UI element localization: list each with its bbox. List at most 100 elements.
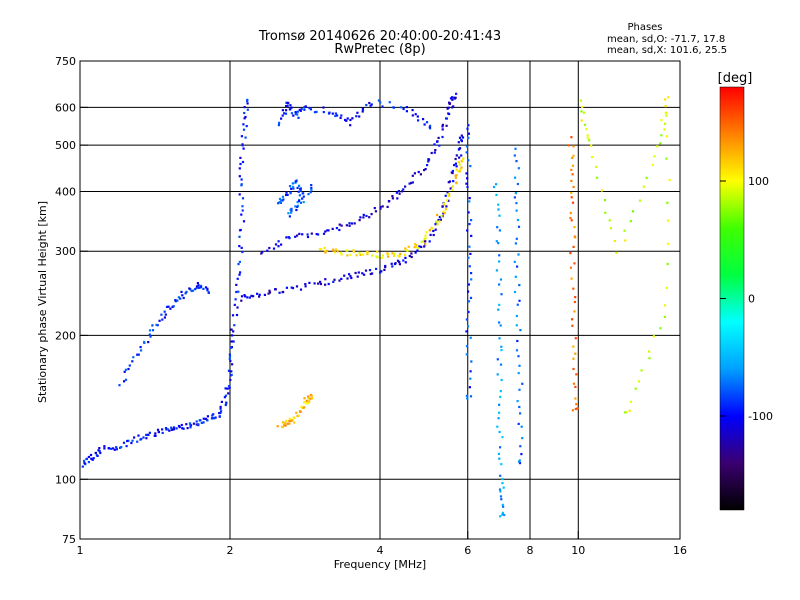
data-point — [219, 411, 222, 414]
data-point — [572, 357, 575, 360]
data-point — [224, 394, 227, 397]
data-point — [569, 252, 572, 255]
data-point — [518, 405, 521, 409]
data-point — [306, 235, 310, 239]
data-point — [296, 113, 299, 116]
data-point — [190, 289, 193, 293]
data-point — [624, 239, 627, 242]
data-point — [272, 247, 276, 250]
data-point — [380, 270, 383, 273]
data-point — [443, 211, 446, 215]
data-point — [263, 293, 266, 296]
data-point — [301, 407, 304, 410]
data-point — [296, 110, 299, 113]
data-point — [294, 181, 297, 184]
data-point — [515, 349, 519, 352]
data-point — [365, 103, 368, 107]
data-point — [664, 105, 667, 108]
data-point — [379, 101, 382, 104]
data-point — [466, 127, 469, 130]
data-point — [324, 250, 327, 253]
data-point — [501, 482, 504, 485]
data-point — [357, 271, 360, 274]
data-point — [123, 370, 126, 373]
data-point — [513, 196, 516, 199]
data-point — [458, 156, 461, 159]
grid-lines — [80, 61, 680, 539]
data-point — [447, 112, 450, 115]
data-point — [466, 177, 469, 180]
data-point — [140, 349, 143, 352]
data-point — [307, 397, 310, 400]
data-point — [397, 254, 400, 257]
data-point — [223, 396, 226, 399]
data-point — [465, 353, 468, 356]
data-point — [500, 349, 503, 352]
data-point — [174, 299, 177, 302]
data-point — [324, 283, 327, 286]
data-point — [339, 116, 342, 119]
data-point — [346, 277, 349, 280]
data-point — [518, 388, 521, 391]
data-point — [338, 228, 341, 232]
data-point — [246, 108, 249, 111]
data-point — [95, 454, 98, 457]
data-point — [467, 283, 470, 286]
data-point — [401, 190, 404, 193]
data-point — [379, 271, 382, 274]
data-point — [521, 437, 524, 440]
data-point — [206, 415, 209, 418]
data-point — [379, 207, 382, 210]
data-point — [467, 310, 470, 314]
data-point — [219, 407, 222, 410]
data-point — [213, 417, 216, 420]
data-point — [495, 183, 498, 186]
data-point — [278, 201, 281, 204]
x-tick-label: 4 — [377, 544, 384, 557]
data-point — [185, 290, 188, 293]
data-point — [380, 256, 383, 259]
data-point — [340, 224, 343, 227]
data-point — [345, 119, 348, 122]
data-point — [468, 200, 471, 203]
data-point — [437, 136, 440, 139]
data-point — [429, 229, 432, 232]
data-point — [574, 385, 577, 388]
data-point — [437, 218, 440, 222]
data-point — [227, 369, 231, 372]
data-point — [250, 294, 253, 297]
data-point — [451, 185, 454, 188]
data-point — [277, 240, 280, 243]
data-point — [338, 279, 341, 282]
data-point — [338, 223, 341, 226]
data-point — [640, 369, 643, 372]
data-point — [115, 446, 118, 449]
data-point — [343, 274, 346, 277]
data-point — [517, 355, 520, 358]
data-point — [652, 335, 655, 338]
data-point — [240, 299, 243, 302]
data-point — [243, 111, 246, 115]
data-point — [228, 355, 232, 358]
data-point — [436, 223, 439, 226]
data-point — [323, 246, 326, 250]
data-point — [590, 144, 593, 147]
data-point — [465, 172, 468, 175]
data-point — [418, 245, 421, 248]
data-point — [227, 392, 230, 395]
data-point — [393, 252, 396, 255]
data-point — [517, 225, 521, 228]
data-point — [521, 382, 524, 385]
data-point — [572, 185, 575, 189]
data-point — [467, 124, 470, 127]
data-point — [287, 212, 290, 215]
data-point — [411, 109, 414, 112]
data-point — [368, 216, 371, 219]
data-point — [157, 430, 160, 433]
data-point — [109, 447, 113, 450]
data-point — [447, 181, 450, 184]
data-point — [151, 329, 155, 332]
data-point — [444, 208, 447, 211]
data-point — [496, 226, 499, 229]
data-point — [350, 276, 353, 280]
